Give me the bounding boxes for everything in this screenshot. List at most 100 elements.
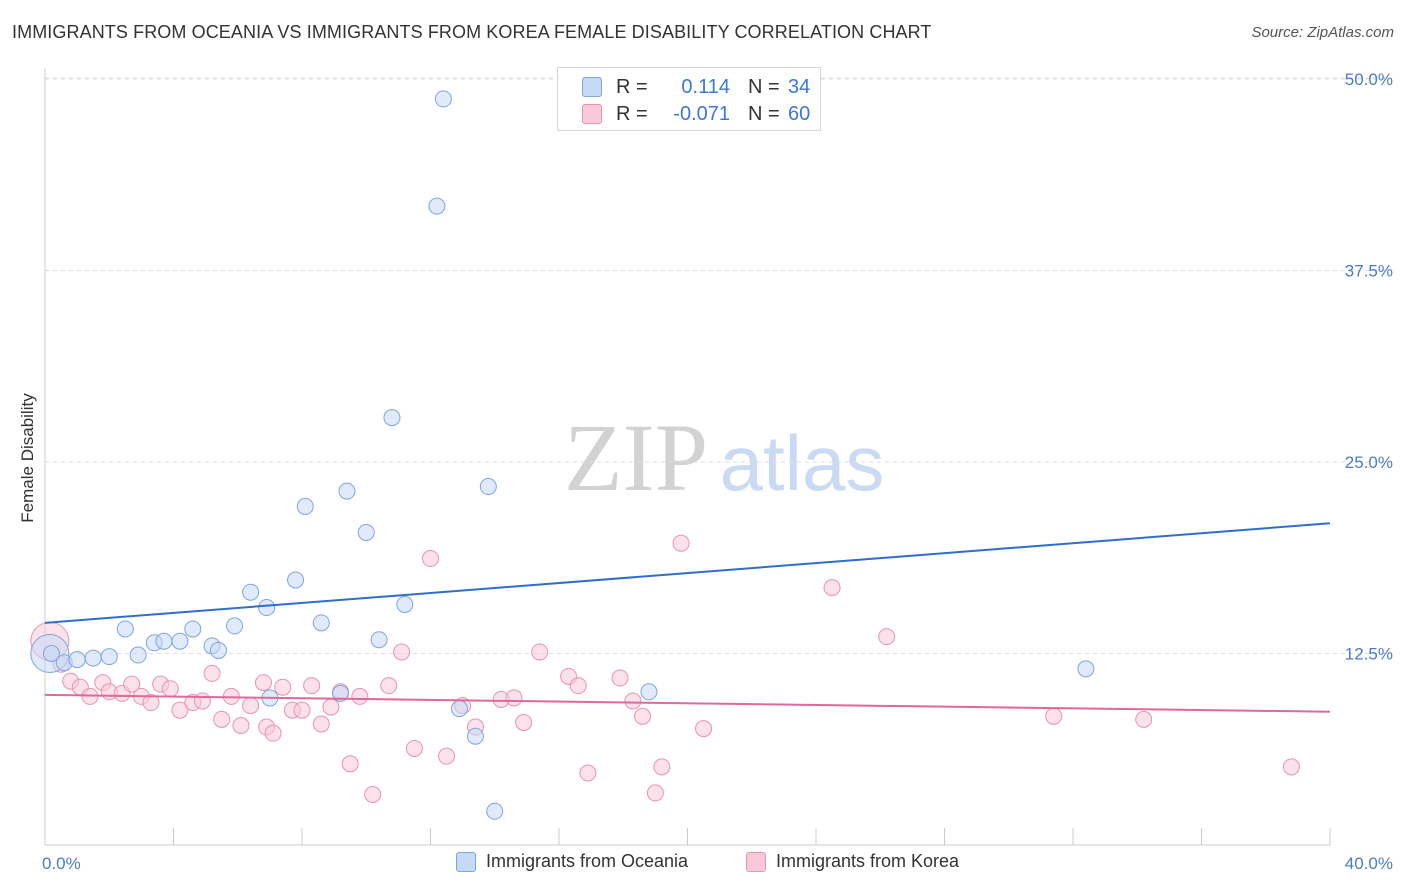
legend-r-label: R = xyxy=(616,75,648,98)
data-point-korea xyxy=(142,694,160,712)
data-point-korea xyxy=(364,785,382,803)
data-point-korea xyxy=(505,689,523,707)
legend-swatch-oceania xyxy=(582,77,602,97)
data-point-korea xyxy=(624,692,642,710)
data-point-korea xyxy=(515,713,533,731)
data-point-korea xyxy=(531,643,549,661)
data-point-oceania xyxy=(640,683,658,701)
data-point-korea xyxy=(341,755,359,773)
x-tick-label-max: 40.0% xyxy=(1345,854,1393,873)
data-point-korea xyxy=(405,739,423,757)
watermark: ZIP atlas xyxy=(564,404,884,511)
trend-lines xyxy=(44,522,1331,713)
data-point-korea xyxy=(634,707,652,725)
y-tick-labels: 12.5% 25.0% 37.5% 50.0% xyxy=(1345,70,1393,664)
y-tick-label: 12.5% xyxy=(1345,645,1393,664)
x-tick-label-min: 0.0% xyxy=(42,854,81,873)
data-point-oceania xyxy=(242,583,260,601)
data-point-oceania xyxy=(100,648,118,666)
legend-label-korea: Immigrants from Korea xyxy=(776,851,960,871)
data-point-korea xyxy=(422,550,439,568)
data-point-korea xyxy=(878,628,896,646)
data-point-korea xyxy=(1135,710,1153,728)
y-tick-label: 37.5% xyxy=(1345,262,1393,281)
data-point-oceania xyxy=(312,614,330,632)
data-point-korea xyxy=(823,579,841,597)
trend-line-korea xyxy=(44,693,1331,713)
gridlines xyxy=(45,77,1392,654)
data-point-oceania xyxy=(450,700,468,718)
data-point-korea xyxy=(274,678,292,696)
data-point-korea xyxy=(193,692,211,710)
data-point-korea xyxy=(380,677,398,695)
data-point-oceania xyxy=(155,632,173,650)
chart-title: IMMIGRANTS FROM OCEANIA VS IMMIGRANTS FR… xyxy=(12,22,932,42)
data-points xyxy=(30,90,1300,820)
legend-r-value-oceania: 0.114 xyxy=(681,75,730,98)
data-point-korea xyxy=(242,697,260,715)
data-point-oceania xyxy=(428,197,446,215)
data-point-korea xyxy=(312,715,330,733)
data-point-oceania xyxy=(357,523,375,541)
data-point-korea xyxy=(438,747,456,765)
data-point-oceania xyxy=(396,595,414,613)
series-legend: Immigrants from Oceania Immigrants from … xyxy=(0,851,1406,877)
data-point-korea xyxy=(351,687,369,705)
data-point-korea xyxy=(171,701,189,719)
legend-n-value-korea: 60 xyxy=(788,102,811,125)
data-point-oceania xyxy=(68,651,86,669)
legend-n-label: N = xyxy=(748,102,780,125)
data-point-korea xyxy=(322,698,340,716)
data-point-oceania xyxy=(84,649,102,667)
legend-swatch-korea xyxy=(746,851,766,872)
data-point-oceania xyxy=(338,482,356,500)
x-ticks xyxy=(173,828,1331,845)
data-point-oceania xyxy=(184,620,202,638)
data-point-korea xyxy=(213,710,231,728)
data-point-oceania xyxy=(332,684,350,702)
data-point-korea xyxy=(611,669,629,687)
legend-item-oceania: Immigrants from Oceania xyxy=(456,851,688,872)
legend-n-label: N = xyxy=(748,75,780,98)
x-tick-labels: 0.0% 40.0% xyxy=(42,854,1393,873)
watermark-atlas: atlas xyxy=(720,419,885,507)
data-point-korea xyxy=(303,677,321,695)
data-point-oceania xyxy=(296,497,314,515)
data-point-korea xyxy=(203,664,221,682)
data-point-oceania xyxy=(486,802,504,820)
legend-label-oceania: Immigrants from Oceania xyxy=(486,851,689,871)
data-point-korea xyxy=(393,643,411,661)
trend-line-oceania xyxy=(44,522,1331,624)
data-point-oceania xyxy=(116,620,134,638)
data-point-korea xyxy=(293,701,311,719)
data-point-oceania xyxy=(466,727,484,745)
data-point-korea xyxy=(264,724,282,742)
data-point-oceania xyxy=(42,645,60,662)
source-label: Source: ZipAtlas.com xyxy=(1251,24,1394,41)
legend-r-label: R = xyxy=(616,102,648,125)
data-point-oceania xyxy=(1077,660,1095,678)
data-point-oceania xyxy=(434,90,452,108)
data-point-korea xyxy=(1282,758,1300,776)
legend-item-korea: Immigrants from Korea xyxy=(746,851,959,872)
data-point-korea xyxy=(579,764,597,782)
data-point-oceania xyxy=(171,632,189,650)
data-point-korea xyxy=(254,674,272,692)
data-point-korea xyxy=(123,675,141,693)
data-point-korea xyxy=(695,720,713,738)
legend-n-value-oceania: 34 xyxy=(788,75,811,98)
data-point-korea xyxy=(161,680,179,698)
legend-row-oceania: R = 0.114 N = 34 xyxy=(558,74,810,100)
data-point-oceania xyxy=(370,631,388,649)
watermark-zip: ZIP xyxy=(564,404,708,511)
legend-swatch-korea xyxy=(582,104,602,124)
data-point-oceania xyxy=(287,571,305,589)
data-point-oceania xyxy=(383,409,401,427)
legend-swatch-oceania xyxy=(456,851,476,872)
y-tick-label: 50.0% xyxy=(1345,70,1393,89)
data-point-korea xyxy=(1045,707,1063,725)
data-point-oceania xyxy=(226,617,244,635)
data-point-korea xyxy=(672,534,690,552)
data-point-oceania xyxy=(258,599,276,617)
legend-r-value-korea: -0.071 xyxy=(673,102,730,125)
